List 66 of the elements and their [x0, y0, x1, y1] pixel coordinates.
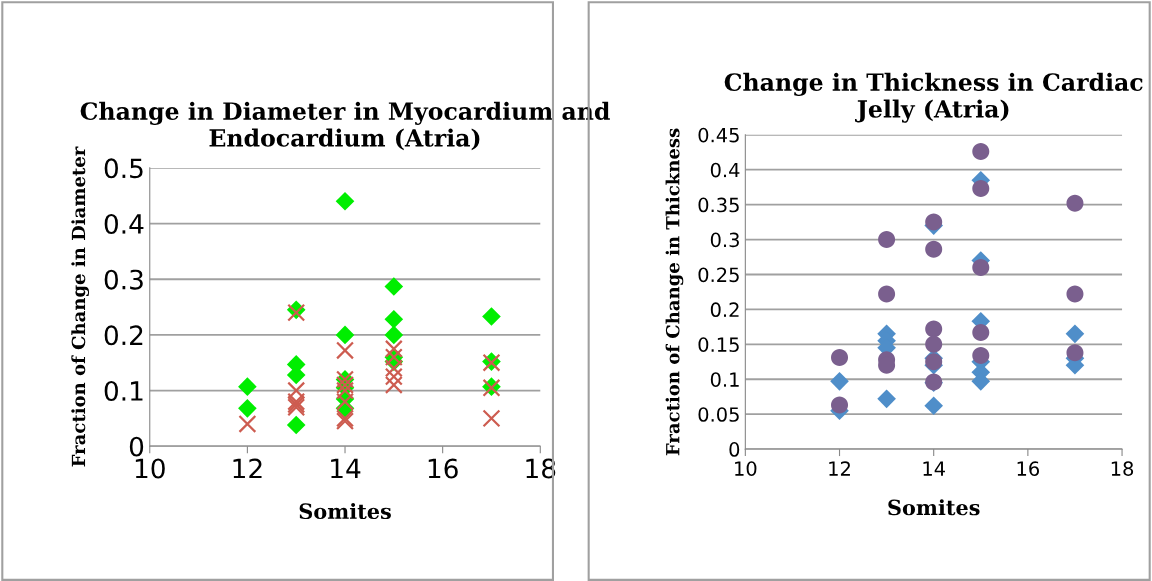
x-tick-label: 14 — [331, 458, 361, 479]
x-tick-label: 10 — [135, 458, 165, 479]
y-tick-label: 0.35 — [698, 197, 739, 213]
y-tick-label: 0.2 — [710, 302, 739, 318]
point — [924, 396, 944, 416]
point — [384, 309, 404, 329]
point — [925, 320, 943, 338]
y-tick-label: 0.3 — [710, 232, 739, 248]
point — [878, 231, 896, 249]
point — [482, 307, 501, 326]
y-tick-label: 0.4 — [104, 214, 144, 234]
y-tick-label: 0.15 — [698, 337, 739, 352]
point — [1066, 194, 1084, 212]
x-tick-label: 16 — [1017, 461, 1040, 476]
point — [972, 259, 990, 277]
x-tick-label: 16 — [428, 458, 458, 479]
point — [830, 372, 849, 391]
x-axis-title: Somites — [299, 503, 391, 520]
point — [384, 325, 404, 345]
y-tick-label: 0.4 — [710, 162, 740, 178]
y-tick-label: 0.5 — [104, 158, 143, 179]
point — [238, 414, 257, 433]
point — [238, 399, 257, 418]
point — [831, 396, 849, 414]
point — [972, 180, 990, 198]
point — [335, 191, 355, 211]
point — [384, 339, 403, 358]
point — [877, 389, 896, 409]
point — [972, 347, 990, 365]
y-tick-label: 0.25 — [698, 267, 739, 283]
y-tick-label: 0 — [729, 442, 740, 457]
x-tick-label: 18 — [1111, 461, 1134, 476]
x-axis-title: Somites — [888, 499, 980, 516]
point — [286, 415, 306, 435]
y-tick-label: 0.3 — [104, 269, 143, 290]
x-tick-label: 14 — [923, 461, 945, 476]
point — [1066, 344, 1084, 362]
point — [384, 375, 403, 395]
x-tick-label: 12 — [233, 458, 262, 479]
y-tick-label: 0.1 — [710, 372, 739, 387]
point — [336, 341, 355, 360]
point — [384, 359, 403, 378]
point — [831, 349, 849, 367]
point — [1065, 324, 1085, 344]
point — [384, 277, 404, 296]
y-tick-label: 0.2 — [104, 325, 143, 346]
y-tick-label: 0.45 — [698, 127, 739, 143]
point — [335, 325, 355, 345]
y-tick-label: 0.1 — [104, 380, 143, 401]
y-axis-title: Fraction of Change in Thickness — [665, 128, 684, 456]
point — [482, 409, 501, 428]
point — [925, 240, 943, 258]
point — [878, 285, 896, 303]
point — [972, 323, 990, 341]
point — [384, 367, 403, 386]
x-tick-label: 12 — [829, 461, 850, 476]
x-tick-label: 10 — [735, 461, 757, 476]
chart-title: Change in Thickness in Cardiac Jelly (Atria) — [724, 72, 1143, 123]
point — [287, 381, 306, 400]
point — [972, 143, 990, 161]
y-tick-label: 0 — [129, 436, 144, 457]
point — [1066, 285, 1084, 303]
point — [925, 213, 943, 231]
point — [925, 335, 943, 353]
point — [238, 377, 257, 396]
y-tick-label: 0.05 — [698, 407, 739, 422]
